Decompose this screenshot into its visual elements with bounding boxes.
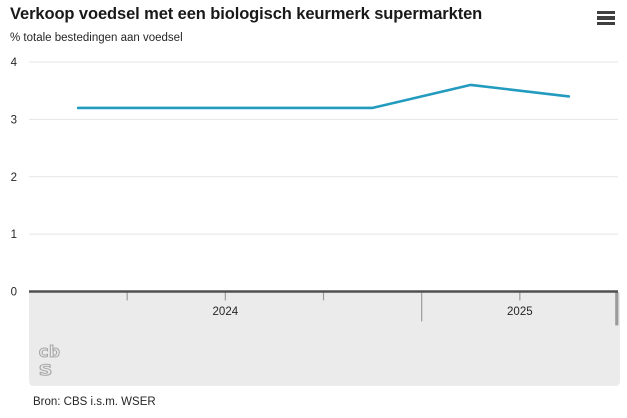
chart-menu-button[interactable] (595, 8, 617, 28)
hamburger-icon (597, 21, 615, 25)
range-handle (615, 292, 619, 326)
hamburger-icon (597, 11, 615, 15)
hamburger-icon (597, 16, 615, 20)
cbs-logo: cbs (38, 342, 61, 381)
y-axis-label: 1 (11, 229, 17, 241)
y-axis-label: 3 (11, 114, 17, 126)
cbs-logo-letters: cb (38, 342, 60, 361)
x-axis-band (29, 292, 620, 386)
source-text: Bron: CBS i.s.m. WSER (33, 396, 156, 408)
y-axis-label: 2 (11, 172, 17, 184)
chart-title: Verkoop voedsel met een biologisch keurm… (10, 5, 483, 23)
year-label: 2025 (507, 306, 533, 318)
year-label: 2024 (213, 306, 239, 318)
chart-subtitle: % totale bestedingen aan voedsel (10, 32, 183, 44)
y-axis-label: 4 (11, 57, 18, 69)
y-axis-label: 0 (11, 287, 17, 299)
series-line (76, 83, 571, 110)
cbs-logo-letters: s (38, 358, 53, 380)
